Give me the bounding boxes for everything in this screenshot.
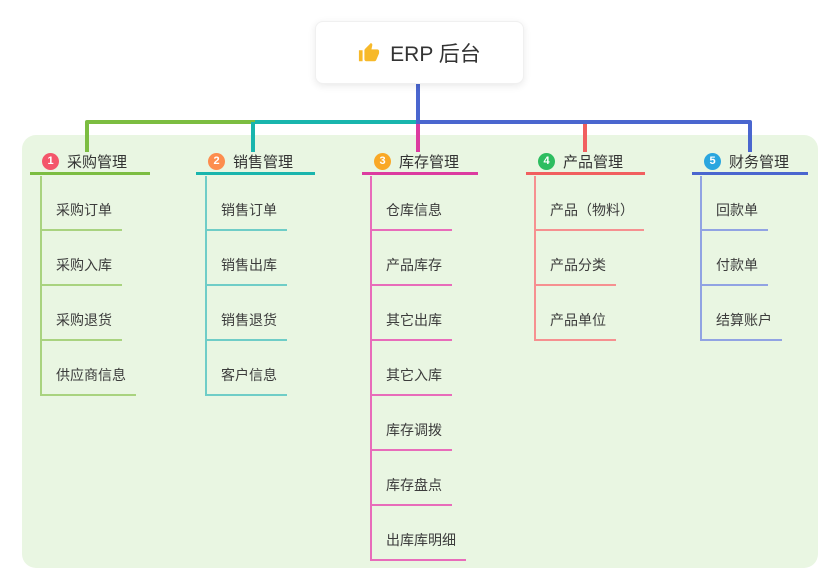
child-node[interactable]: 其它入库 [372, 341, 466, 396]
branch-children-product: 产品（物料） 产品分类 产品单位 [534, 176, 644, 341]
branch-label: 财务管理 [729, 153, 790, 171]
thumbs-up-icon [358, 42, 380, 64]
drop-line-inventory [416, 124, 420, 152]
child-label: 销售订单 [207, 200, 287, 231]
child-node[interactable]: 产品单位 [536, 286, 644, 341]
branch-children-inventory: 仓库信息 产品库存 其它出库 其它入库 库存调拨 库存盘点 出库库明细 [370, 176, 466, 561]
child-node[interactable]: 出库库明细 [372, 506, 466, 561]
child-node[interactable]: 产品分类 [536, 231, 644, 286]
child-node[interactable]: 回款单 [702, 176, 782, 231]
bus-line-teal [255, 120, 416, 124]
root-stem-line [416, 82, 420, 120]
root-label: ERP 后台 [390, 42, 481, 66]
branch-header-inventory[interactable]: 3 库存管理 [362, 150, 478, 175]
child-label: 产品库存 [372, 255, 452, 286]
branch-label: 库存管理 [399, 153, 460, 171]
child-label: 其它出库 [372, 310, 452, 341]
branch-number-badge: 5 [704, 152, 721, 170]
child-node[interactable]: 客户信息 [207, 341, 287, 396]
bus-line-blue [416, 120, 752, 124]
child-node[interactable]: 产品（物料） [536, 176, 644, 231]
child-node[interactable]: 其它出库 [372, 286, 466, 341]
branch-header-finance[interactable]: 5 财务管理 [692, 150, 808, 175]
child-label: 库存调拨 [372, 420, 452, 451]
child-node[interactable]: 采购订单 [42, 176, 136, 231]
child-label: 产品（物料） [536, 200, 644, 231]
child-label: 出库库明细 [372, 530, 466, 561]
root-node[interactable]: ERP 后台 [315, 21, 524, 84]
child-label: 仓库信息 [372, 200, 452, 231]
child-node[interactable]: 采购退货 [42, 286, 136, 341]
child-label: 产品分类 [536, 255, 616, 286]
branches-background-panel [22, 135, 818, 568]
child-label: 付款单 [702, 255, 768, 286]
drop-line-sales [251, 122, 255, 152]
branch-label: 销售管理 [233, 153, 294, 171]
branch-children-finance: 回款单 付款单 结算账户 [700, 176, 782, 341]
bus-line-green [85, 120, 255, 124]
child-label: 库存盘点 [372, 475, 452, 506]
child-label: 客户信息 [207, 365, 287, 396]
child-label: 供应商信息 [42, 365, 136, 396]
child-node[interactable]: 销售退货 [207, 286, 287, 341]
drop-line-finance [748, 122, 752, 152]
child-node[interactable]: 供应商信息 [42, 341, 136, 396]
child-label: 采购订单 [42, 200, 122, 231]
child-node[interactable]: 销售出库 [207, 231, 287, 286]
branch-label: 产品管理 [563, 153, 624, 171]
drop-line-purchase [85, 122, 89, 152]
branch-number-badge: 4 [538, 152, 555, 170]
branch-children-purchase: 采购订单 采购入库 采购退货 供应商信息 [40, 176, 136, 396]
branch-number-badge: 1 [42, 152, 59, 170]
child-label: 其它入库 [372, 365, 452, 396]
child-label: 产品单位 [536, 310, 616, 341]
branch-children-sales: 销售订单 销售出库 销售退货 客户信息 [205, 176, 287, 396]
child-node[interactable]: 仓库信息 [372, 176, 466, 231]
child-node[interactable]: 库存调拨 [372, 396, 466, 451]
child-label: 采购入库 [42, 255, 122, 286]
branch-header-product[interactable]: 4 产品管理 [526, 150, 645, 175]
child-node[interactable]: 付款单 [702, 231, 782, 286]
drop-line-product [583, 124, 587, 152]
branch-label: 采购管理 [67, 153, 128, 171]
child-label: 回款单 [702, 200, 768, 231]
branch-number-badge: 3 [374, 152, 391, 170]
child-label: 采购退货 [42, 310, 122, 341]
child-node[interactable]: 销售订单 [207, 176, 287, 231]
child-node[interactable]: 结算账户 [702, 286, 782, 341]
child-label: 销售退货 [207, 310, 287, 341]
child-node[interactable]: 产品库存 [372, 231, 466, 286]
branch-number-badge: 2 [208, 152, 225, 170]
child-node[interactable]: 采购入库 [42, 231, 136, 286]
child-label: 销售出库 [207, 255, 287, 286]
branch-header-purchase[interactable]: 1 采购管理 [30, 150, 150, 175]
child-label: 结算账户 [702, 310, 782, 341]
child-node[interactable]: 库存盘点 [372, 451, 466, 506]
branch-header-sales[interactable]: 2 销售管理 [196, 150, 315, 175]
